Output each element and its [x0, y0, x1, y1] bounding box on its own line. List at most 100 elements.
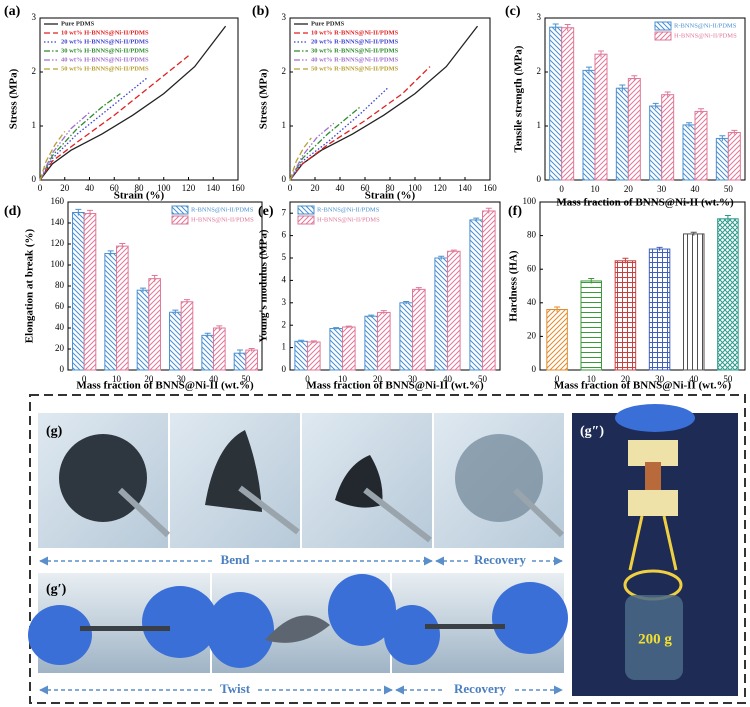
film — [645, 462, 661, 498]
x-tick-label: 140 — [207, 183, 221, 193]
glove — [384, 605, 440, 665]
series-line — [39, 131, 66, 181]
y-tick-label: 5 — [282, 252, 287, 262]
x-tick-label: 40 — [209, 374, 219, 384]
film — [455, 434, 543, 522]
legend-label: 20 wt% H-BNNS@Ni-II/PDMS — [61, 38, 149, 45]
error-bar — [345, 325, 352, 328]
bar — [364, 315, 378, 371]
weight-label: 200 g — [638, 631, 672, 647]
bar — [412, 288, 426, 371]
panel-label: (f) — [508, 204, 522, 219]
error-bar — [310, 340, 317, 344]
panel-label: (g) — [46, 424, 63, 439]
plot-frame — [544, 17, 746, 181]
error-bar — [415, 287, 422, 292]
legend-label: 30 wt% H-BNNS@Ni-II/PDMS — [61, 47, 149, 54]
y-tick-label: 1 — [282, 342, 287, 352]
y-tick-label: 80 — [527, 230, 537, 240]
y-axis-label: Young's modulus (MPa) — [258, 229, 270, 342]
series-line — [39, 25, 227, 181]
y-tick-label: 60 — [527, 263, 537, 273]
bar — [148, 278, 161, 371]
legend-label: 50 wt% R-BNNS@Ni-II/PDMS — [311, 65, 399, 72]
x-tick-label: 0 — [82, 374, 87, 384]
plot-frame — [289, 201, 501, 371]
legend-label: R-BNNS@Ni-II/PDMS — [674, 22, 737, 29]
weight — [625, 595, 683, 680]
bar — [482, 210, 496, 371]
film — [59, 434, 147, 522]
photo-panel: (g) Bend Recovery (g′) Twist Recovery — [28, 394, 746, 704]
error-bar — [652, 102, 659, 109]
x-tick-label: 100 — [157, 183, 171, 193]
error-bar — [151, 275, 158, 282]
bar — [329, 328, 343, 371]
bar — [580, 280, 602, 371]
bar — [683, 233, 705, 371]
plot-frame — [67, 201, 263, 371]
legend-label: Pure PDMS — [61, 20, 95, 27]
clamp — [628, 490, 678, 516]
tweezers — [363, 487, 432, 543]
error-bar — [248, 347, 255, 352]
legend-label: R-BNNS@Ni-II/PDMS — [191, 206, 254, 213]
error-bar — [622, 257, 629, 264]
bar — [377, 311, 391, 371]
y-tick-label: 2 — [282, 319, 287, 329]
error-bar — [140, 287, 147, 293]
y-tick-label: 7 — [282, 207, 287, 217]
y-tick-label: 1 — [537, 120, 542, 130]
glove — [328, 574, 396, 646]
x-tick-label: 80 — [386, 183, 396, 193]
x-tick-label: 40 — [689, 374, 699, 384]
legend-swatch — [654, 31, 672, 41]
error-bar — [564, 23, 571, 31]
x-axis-label: Strain (%) — [114, 190, 165, 202]
legend-label: 50 wt% H-BNNS@Ni-II/PDMS — [61, 65, 149, 72]
x-tick-label: 80 — [135, 183, 145, 193]
glove — [492, 582, 568, 654]
y-tick-label: 2 — [32, 66, 37, 76]
legend-label: R-BNNS@Ni-II/PDMS — [317, 206, 380, 213]
series-line — [289, 137, 312, 181]
x-tick-label: 0 — [555, 374, 560, 384]
y-tick-label: 0 — [32, 174, 37, 184]
x-tick-label: 120 — [182, 183, 196, 193]
y-tick-label: 40 — [55, 322, 65, 332]
x-tick-label: 10 — [338, 374, 348, 384]
y-tick-label: 0 — [282, 174, 287, 184]
bar — [715, 137, 729, 181]
error-bar — [450, 249, 457, 253]
y-tick-label: 4 — [282, 274, 287, 284]
x-tick-label: 60 — [110, 183, 120, 193]
legend-label: 40 wt% H-BNNS@Ni-II/PDMS — [61, 56, 149, 63]
bar — [104, 252, 118, 371]
y-tick-label: 0 — [282, 364, 287, 374]
error-bar — [598, 50, 604, 58]
error-bar — [664, 91, 671, 98]
legend-label: 10 wt% R-BNNS@Ni-II/PDMS — [311, 29, 399, 36]
error-bar — [485, 207, 492, 214]
legend-swatch — [297, 205, 315, 215]
tweezers — [512, 487, 565, 538]
x-tick-label: 40 — [336, 183, 346, 193]
glove — [615, 404, 695, 432]
bar — [549, 26, 563, 181]
panel-border — [29, 394, 746, 704]
error-bar — [86, 209, 93, 217]
y-tick-label: 140 — [51, 217, 65, 227]
panel-label: (d) — [4, 204, 21, 219]
error-bar — [631, 75, 638, 82]
x-tick-label: 160 — [483, 183, 497, 193]
x-tick-label: 10 — [587, 374, 597, 384]
y-tick-label: 3 — [282, 12, 287, 22]
error-bar — [552, 23, 559, 31]
y-tick-label: 0 — [60, 364, 65, 374]
error-bar — [403, 300, 410, 305]
error-bar — [183, 299, 190, 304]
y-tick-label: 3 — [32, 12, 37, 22]
film — [80, 626, 170, 631]
